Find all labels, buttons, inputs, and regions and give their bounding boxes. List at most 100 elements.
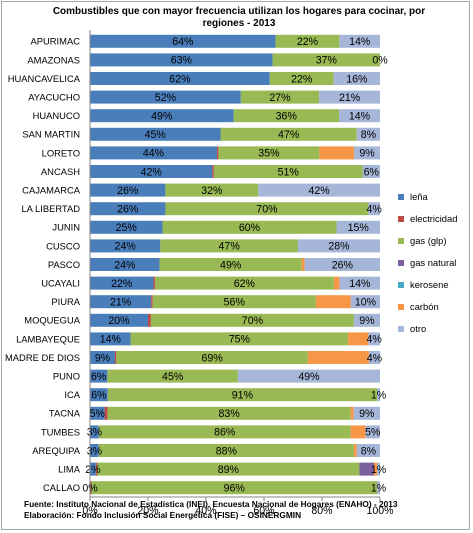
bar-ica-lena [90, 388, 108, 402]
data-label-puno-otro: 49% [298, 371, 320, 383]
x-tick-label-1: 20% [137, 505, 159, 517]
data-label-apurimac-otro: 14% [349, 36, 371, 48]
data-label-piura-lena: 21% [110, 297, 132, 309]
data-label-huancavelica-otro: 16% [346, 73, 368, 85]
bar-tacna-carbon [350, 406, 354, 420]
data-label-lima-lena: 2% [85, 464, 101, 476]
bar-madre-de-dios-electricidad [114, 351, 117, 364]
data-label-loreto-gas-glp: 35% [258, 148, 280, 160]
data-label-arequipa-gas-glp: 88% [216, 445, 238, 457]
data-label-junin-lena: 25% [116, 222, 138, 234]
bar-huanuco-gas-glp [233, 109, 339, 123]
bar-junin-gas-glp [162, 220, 337, 234]
data-label-moquegua-gas-glp: 70% [242, 315, 264, 327]
bar-tacna-otro [353, 406, 380, 420]
bar-ica-gas-glp [107, 388, 378, 402]
data-label-arequipa-lena: 3% [87, 445, 103, 457]
legend-swatch-otro [398, 326, 404, 332]
bar-apurimac-otro [339, 34, 380, 48]
data-label-piura-otro: 10% [355, 297, 377, 309]
category-label-junin: JUNIN [52, 222, 80, 233]
legend-label-gas-glp: gas (glp) [410, 235, 446, 246]
data-label-huancavelica-lena: 62% [169, 73, 191, 85]
category-label-puno: PUNO [53, 371, 80, 382]
data-label-puno-lena: 6% [91, 371, 107, 383]
bar-huancavelica-lena [90, 72, 270, 85]
data-label-huanuco-otro: 14% [349, 111, 371, 123]
x-tick-label-5: 100% [366, 505, 394, 517]
data-label-madre-de-dios-gas-glp: 69% [202, 352, 224, 364]
bar-ucayali-otro [339, 276, 380, 290]
bar-la-libertad-otro [368, 202, 380, 216]
bar-piura-gas-glp [152, 295, 316, 309]
bar-tumbes-lena [90, 425, 99, 439]
bar-madre-de-dios-gas-glp [116, 351, 308, 364]
data-label-ancash-lena: 42% [141, 166, 163, 178]
bar-ancash-lena [90, 165, 213, 178]
bar-pasco-otro [304, 258, 380, 271]
legend-swatch-kerosene [398, 282, 404, 288]
chart-footer: Fuente: Instituto Nacional de Estadístic… [24, 499, 397, 521]
legend-label-otro: otro [410, 323, 426, 334]
bar-ayacucho-lena [90, 90, 241, 104]
data-label-la-libertad-otro: 4% [367, 204, 383, 216]
data-label-ancash-otro: 6% [364, 166, 380, 178]
bar-amazonas-lena [90, 53, 273, 67]
category-label-callao: CALLAO [43, 482, 80, 493]
category-label-tumbes: TUMBES [41, 426, 80, 437]
x-tick-label-2: 40% [195, 505, 217, 517]
data-label-san-martin-gas-glp: 47% [278, 129, 300, 141]
bar-ancash-electricidad [212, 165, 214, 178]
data-label-ucayali-lena: 22% [111, 278, 133, 290]
bar-huanuco-otro [338, 109, 380, 123]
legend-swatch-gas-natural [398, 260, 404, 266]
bar-san-martin-otro [356, 127, 380, 141]
bar-san-martin-gas-glp [220, 127, 357, 141]
data-label-cusco-gas-glp: 47% [219, 241, 241, 253]
bar-pasco-carbon [301, 258, 305, 271]
data-label-ica-gas-glp: 91% [232, 390, 254, 402]
data-label-cajamarca-otro: 42% [308, 185, 330, 197]
data-label-ayacucho-otro: 21% [339, 92, 361, 104]
data-label-cusco-otro: 28% [328, 241, 350, 253]
bar-puno-lena [90, 369, 108, 383]
category-label-huanuco: HUANUCO [33, 110, 80, 121]
bar-ucayali-lena [90, 276, 154, 290]
category-label-ayacucho: AYACUCHO [28, 92, 80, 103]
bar-lambayeque-carbon [348, 332, 369, 346]
bar-huanuco-lena [90, 109, 234, 123]
bar-loreto-gas-glp [218, 146, 320, 160]
data-label-lima-otro: 1% [371, 464, 387, 476]
bar-arequipa-otro [356, 444, 380, 457]
data-label-pasco-lena: 24% [114, 259, 136, 271]
bar-lambayeque-otro [368, 332, 380, 346]
data-label-moquegua-lena: 20% [108, 315, 130, 327]
data-label-apurimac-lena: 64% [172, 36, 194, 48]
bar-arequipa-gas-glp [98, 444, 354, 457]
data-label-madre-de-dios-lena: 9% [95, 352, 111, 364]
legend-swatch-gas-glp [398, 238, 404, 244]
bar-cajamarca-otro [258, 183, 380, 197]
legend-label-gas-natural: gas natural [410, 257, 456, 268]
bar-puno-otro [237, 369, 380, 383]
data-label-tumbes-gas-glp: 86% [214, 427, 236, 439]
bar-junin-otro [336, 220, 380, 234]
category-label-cajamarca: CAJAMARCA [22, 185, 81, 196]
data-label-tacna-lena: 5% [90, 408, 106, 420]
category-label-ica: ICA [64, 389, 80, 400]
bar-la-libertad-gas-glp [165, 202, 369, 216]
bar-pasco-lena [90, 258, 160, 271]
data-label-ayacucho-lena: 52% [155, 92, 177, 104]
data-label-ancash-gas-glp: 51% [278, 166, 300, 178]
bar-madre-de-dios-otro [368, 351, 380, 364]
category-label-amazonas: AMAZONAS [27, 54, 80, 65]
bar-lambayeque-gas-glp [130, 332, 349, 346]
data-label-la-libertad-gas-glp: 70% [256, 204, 278, 216]
data-label-cajamarca-lena: 26% [117, 185, 139, 197]
bar-lima-lena [90, 462, 96, 476]
data-label-madre-de-dios-otro: 4% [367, 352, 383, 364]
bar-loreto-electricidad [216, 146, 219, 160]
legend-label-lena: leña [410, 191, 429, 202]
data-label-huanuco-lena: 49% [151, 111, 173, 123]
data-label-san-martin-otro: 8% [361, 129, 377, 141]
